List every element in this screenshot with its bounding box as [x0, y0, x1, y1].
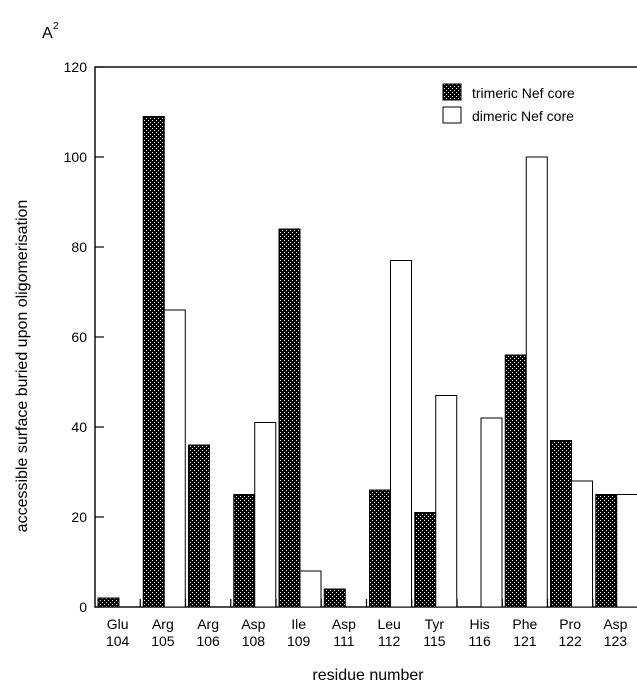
bar-dimeric [254, 422, 277, 608]
y-tick-label: 40 [71, 419, 87, 435]
bar-dimeric [390, 260, 412, 608]
category-number-label: 116 [468, 633, 491, 649]
y-tick-label: 60 [71, 329, 87, 345]
bar-dimeric [616, 494, 637, 608]
y-axis-title: accessible surface buried upon oligomeri… [14, 200, 31, 533]
category-number-label: 121 [513, 633, 537, 649]
category-residue-label: Pro [559, 616, 581, 632]
category-number-label: 108 [242, 633, 266, 649]
category-residue-label: Arg [152, 616, 174, 632]
category-number-label: 111 [333, 633, 354, 649]
bar-dimeric [571, 480, 593, 608]
bar-trimeric [323, 588, 346, 608]
category-number-label: 109 [287, 633, 311, 649]
y-unit-superscript: 2 [53, 21, 59, 32]
category-residue-label: Leu [377, 616, 400, 632]
category-residue-label: Asp [603, 616, 627, 632]
category-residue-label: Asp [241, 616, 265, 632]
bar-trimeric [504, 354, 527, 608]
y-tick-label: 120 [64, 59, 88, 75]
category-residue-label: His [470, 616, 490, 632]
y-tick-label: 80 [71, 239, 87, 255]
bar-trimeric [414, 512, 437, 608]
bar-trimeric [278, 228, 301, 608]
bar-dimeric [299, 570, 322, 608]
category-number-label: 123 [604, 633, 628, 649]
legend-swatch-trimeric [442, 83, 462, 101]
y-tick-label: 20 [71, 509, 87, 525]
category-number-label: 112 [378, 633, 401, 649]
category-number-label: 122 [558, 633, 582, 649]
y-unit-label: A [42, 25, 53, 42]
bar-dimeric [163, 309, 186, 608]
y-tick-label: 100 [64, 149, 88, 165]
category-residue-label: Ile [291, 616, 306, 632]
legend-label-trimeric: trimeric Nef core [472, 85, 575, 101]
bar-dimeric [435, 395, 458, 608]
y-tick-label: 0 [79, 599, 87, 615]
legend-swatch-dimeric [442, 106, 462, 124]
bar-trimeric [188, 444, 210, 608]
category-residue-label: Glu [107, 616, 129, 632]
category-number-label: 104 [106, 633, 130, 649]
bar-trimeric [142, 116, 165, 608]
bar-trimeric [97, 597, 120, 608]
category-labels: Glu104Arg105Arg106Asp108Ile109Asp111Leu1… [106, 616, 628, 649]
category-number-label: 106 [196, 633, 220, 649]
bar-dimeric [525, 156, 548, 608]
category-residue-label: Asp [332, 616, 356, 632]
x-axis-title: residue number [312, 667, 424, 684]
bar-trimeric [233, 494, 256, 608]
legend-label-dimeric: dimeric Nef core [472, 108, 574, 124]
category-residue-label: Phe [512, 616, 537, 632]
bars [97, 116, 637, 608]
category-number-label: 115 [423, 633, 446, 649]
category-number-label: 105 [151, 633, 175, 649]
bar-dimeric [480, 417, 503, 608]
category-residue-label: Arg [197, 616, 219, 632]
bar-trimeric [550, 440, 572, 608]
legend: trimeric Nef core dimeric Nef core [442, 83, 575, 124]
y-ticks: 0 20 40 60 80 100 120 [64, 59, 104, 615]
bar-trimeric [595, 494, 618, 608]
bar-trimeric [369, 489, 391, 608]
category-residue-label: Tyr [425, 616, 445, 632]
